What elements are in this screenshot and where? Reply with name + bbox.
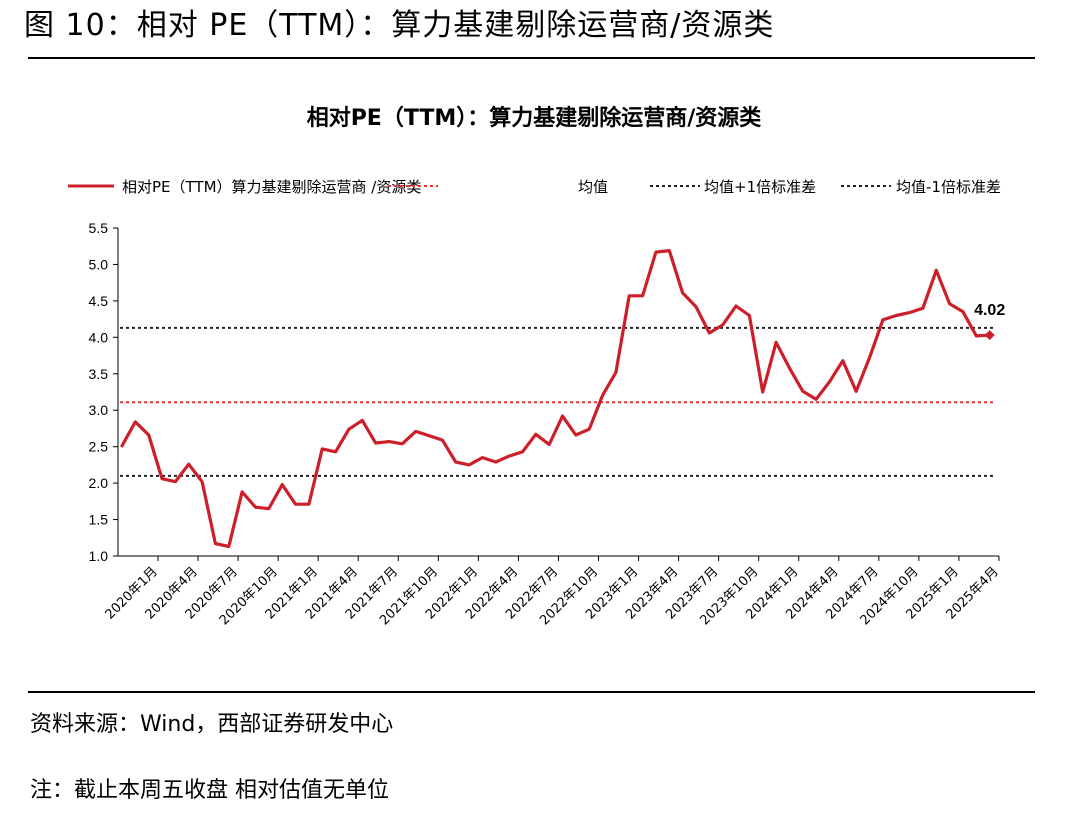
figure-title: 图 10：相对 PE（TTM）：算力基建剔除运营商/资源类 [24, 8, 775, 43]
reference-lines [120, 326, 995, 477]
y-tick-label: 5.5 [89, 220, 109, 236]
y-tick-label: 3.5 [89, 366, 109, 382]
y-tick-label: 3.0 [89, 402, 109, 418]
legend-label-3: 均值+1倍标准差 [704, 178, 816, 196]
last-point-marker [984, 330, 995, 341]
y-tick-label: 5.0 [89, 256, 109, 272]
chart-container: 相对PE（TTM）：算力基建剔除运营商/资源类 相对PE（TTM）算力基建剔除运… [0, 60, 1067, 688]
series-layer: 4.02 [120, 249, 1005, 549]
y-tick-label: 4.0 [89, 329, 109, 345]
source-note: 资料来源：Wind，西部证券研发中心 [30, 712, 394, 737]
legend: 相对PE（TTM）算力基建剔除运营商 /资源类 均值 均值+1倍标准差 均值-1倍标准… [68, 178, 1001, 196]
footer-note: 注：截止本周五收盘 相对估值无单位 [30, 778, 389, 803]
chart-title: 相对PE（TTM）：算力基建剔除运营商/资源类 [307, 105, 763, 131]
top-rule [28, 57, 1035, 59]
line-chart: 相对PE（TTM）：算力基建剔除运营商/资源类 相对PE（TTM）算力基建剔除运… [68, 105, 1005, 628]
legend-label-4: 均值-1倍标准差 [896, 178, 1001, 196]
series-line [120, 249, 992, 549]
y-axis: 1.0 1.5 2.0 2.5 3.0 3.5 4.0 4.5 5.0 5.5 [89, 220, 119, 564]
y-tick-label: 2.0 [89, 475, 109, 491]
legend-label-2: 均值 [578, 178, 608, 196]
y-tick-label: 1.0 [89, 548, 109, 564]
bottom-rule [28, 691, 1035, 693]
x-axis: 2020年1月2020年4月2020年7月2020年10月2021年1月2021… [103, 555, 1002, 628]
legend-label-1: 相对PE（TTM）算力基建剔除运营商 /资源类 [122, 178, 421, 196]
y-tick-label: 4.5 [89, 293, 109, 309]
y-tick-label: 2.5 [89, 439, 109, 455]
y-tick-label: 1.5 [89, 512, 109, 528]
last-value-label: 4.02 [974, 302, 1005, 319]
